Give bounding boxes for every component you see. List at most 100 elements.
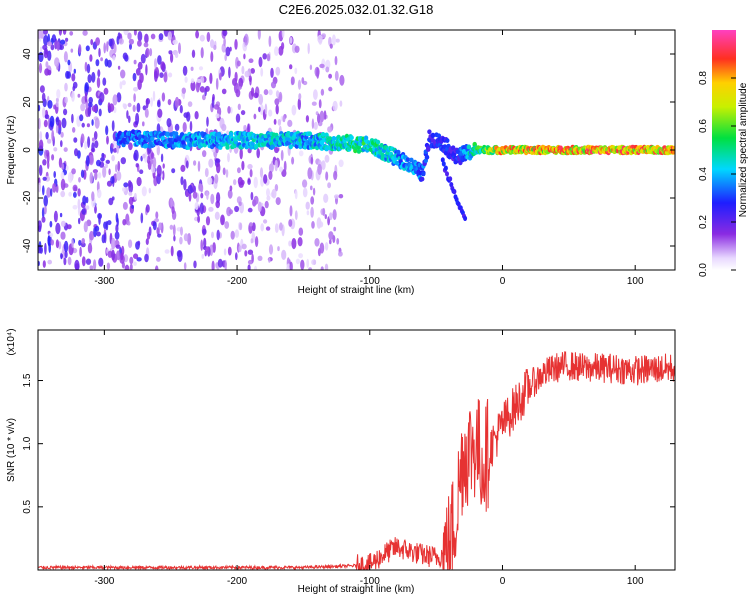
noise-speckle: [332, 100, 338, 112]
noise-speckle: [183, 233, 189, 242]
noise-speckle: [64, 96, 68, 104]
noise-speckle: [78, 177, 81, 183]
noise-speckle: [38, 139, 44, 151]
noise-speckle: [63, 108, 68, 116]
noise-speckle: [117, 65, 121, 70]
noise-speckle: [128, 142, 133, 151]
noise-speckle: [41, 216, 46, 223]
noise-speckle: [157, 55, 162, 65]
noise-speckle: [85, 45, 90, 52]
noise-speckle: [137, 31, 143, 42]
noise-speckle: [201, 253, 205, 259]
noise-speckle: [274, 98, 280, 106]
noise-speckle: [197, 215, 201, 223]
noise-speckle: [241, 243, 247, 250]
noise-speckle: [45, 61, 49, 68]
noise-speckle: [228, 209, 233, 215]
noise-speckle: [84, 141, 88, 150]
y-tick-label: 0: [22, 147, 33, 153]
noise-speckle: [332, 209, 337, 221]
noise-speckle: [297, 237, 303, 247]
noise-speckle: [143, 42, 149, 48]
noise-speckle: [108, 38, 113, 47]
noise-speckle: [65, 37, 69, 42]
noise-speckle: [308, 267, 312, 270]
noise-speckle: [93, 259, 97, 270]
noise-speckle: [137, 240, 141, 246]
noise-speckle: [273, 118, 277, 125]
noise-speckle: [55, 97, 59, 103]
noise-speckle: [260, 223, 265, 232]
noise-speckle: [102, 77, 107, 86]
noise-speckle: [121, 80, 126, 86]
noise-speckle: [91, 105, 98, 112]
noise-speckle: [106, 135, 109, 145]
noise-speckle: [253, 195, 259, 205]
noise-speckle: [208, 158, 214, 168]
noise-speckle: [327, 126, 333, 133]
noise-speckle: [289, 36, 293, 44]
noise-speckle: [260, 67, 264, 77]
noise-speckle: [123, 30, 129, 36]
noise-speckle: [91, 71, 96, 83]
noise-speckle: [139, 72, 144, 84]
noise-speckle: [220, 214, 225, 226]
ridge-point: [396, 149, 401, 155]
noise-speckle: [279, 222, 283, 231]
noise-speckle: [107, 220, 112, 226]
noise-speckle: [250, 68, 255, 74]
noise-speckle: [120, 69, 126, 79]
x-tick-label: 0: [500, 276, 506, 287]
noise-speckle: [180, 176, 184, 186]
noise-speckle: [225, 169, 229, 178]
noise-speckle: [172, 39, 178, 45]
noise-speckle: [80, 242, 86, 248]
noise-speckle: [83, 221, 88, 233]
noise-speckle: [185, 160, 189, 169]
noise-speckle: [49, 220, 53, 228]
noise-speckle: [46, 152, 50, 164]
noise-speckle: [216, 162, 221, 174]
noise-speckle: [188, 192, 192, 202]
noise-speckle: [173, 235, 176, 242]
noise-speckle: [238, 181, 244, 188]
noise-speckle: [297, 79, 302, 90]
noise-speckle: [106, 41, 109, 52]
noise-speckle: [72, 184, 78, 192]
noise-speckle: [146, 155, 151, 164]
noise-speckle: [115, 212, 119, 223]
noise-speckle: [319, 63, 325, 69]
noise-speckle: [331, 34, 336, 46]
noise-speckle: [152, 90, 156, 102]
ridge-point: [375, 139, 381, 145]
noise-speckle: [306, 258, 310, 268]
noise-speckle: [42, 107, 46, 118]
noise-speckle: [77, 204, 81, 216]
noise-speckle: [224, 259, 227, 270]
noise-speckle: [86, 123, 90, 128]
noise-speckle: [64, 82, 68, 92]
noise-speckle: [98, 108, 102, 117]
noise-speckle: [94, 117, 100, 129]
noise-speckle: [199, 34, 205, 42]
noise-speckle: [150, 158, 154, 165]
noise-speckle: [128, 115, 131, 124]
noise-speckle: [191, 49, 196, 58]
noise-speckle: [266, 188, 270, 197]
noise-speckle: [133, 93, 136, 102]
noise-speckle: [47, 235, 51, 247]
noise-speckle: [200, 239, 203, 251]
noise-speckle: [72, 204, 78, 210]
noise-speckle: [180, 226, 183, 236]
noise-speckle: [65, 165, 69, 171]
noise-speckle: [98, 47, 101, 58]
noise-speckle: [41, 92, 46, 102]
noise-speckle: [281, 249, 287, 260]
noise-speckle: [42, 159, 47, 166]
noise-speckle: [323, 110, 327, 121]
noise-speckle: [202, 94, 206, 101]
noise-speckle: [212, 93, 215, 102]
noise-speckle: [206, 31, 211, 43]
noise-speckle: [320, 266, 324, 270]
noise-speckle: [150, 97, 154, 107]
